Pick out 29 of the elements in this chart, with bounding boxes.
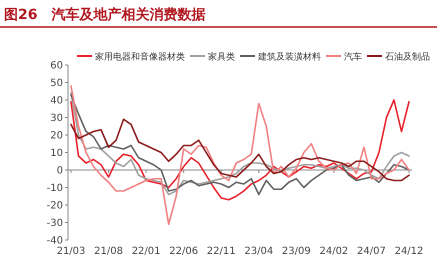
x-tick-label: 22/01 [132, 246, 161, 257]
legend-label: 汽车 [344, 52, 362, 62]
y-tick-label: -10 [46, 183, 63, 194]
y-tick-label: -20 [46, 200, 63, 212]
legend-label: 家具类 [208, 52, 235, 62]
x-tick-label: 22/11 [206, 246, 236, 257]
y-tick-label: -30 [46, 218, 63, 229]
x-tick-label: 23/04 [244, 246, 274, 257]
chart-title: 图26 汽车及地产相关消费数据 [4, 6, 206, 23]
x-tick-label: 24/02 [319, 246, 348, 257]
x-tick-label: 24/12 [394, 246, 424, 257]
legend-label: 家用电器和音像器材类 [95, 52, 185, 62]
x-tick-label: 23/09 [282, 246, 311, 257]
y-tick-label: 30 [50, 113, 63, 124]
line-series [70, 85, 410, 226]
y-tick-label: 20 [50, 130, 63, 142]
legend-label: 建筑及装潢材料 [257, 52, 321, 62]
x-tick-label: 21/03 [56, 246, 86, 257]
y-tick-label: -40 [46, 236, 63, 246]
x-tick-label: 22/06 [169, 246, 198, 257]
y-tick-label: 10 [50, 148, 63, 159]
y-tick-label: 40 [50, 96, 63, 106]
y-tick-label: 60 [50, 60, 63, 72]
x-tick-label: 24/07 [357, 246, 386, 257]
x-tick-label: 21/08 [94, 246, 123, 257]
y-tick-label: 50 [50, 78, 63, 89]
line-series [70, 118, 410, 182]
legend-label: 石油及制品 [385, 52, 430, 62]
y-tick-label: 0 [56, 166, 63, 176]
